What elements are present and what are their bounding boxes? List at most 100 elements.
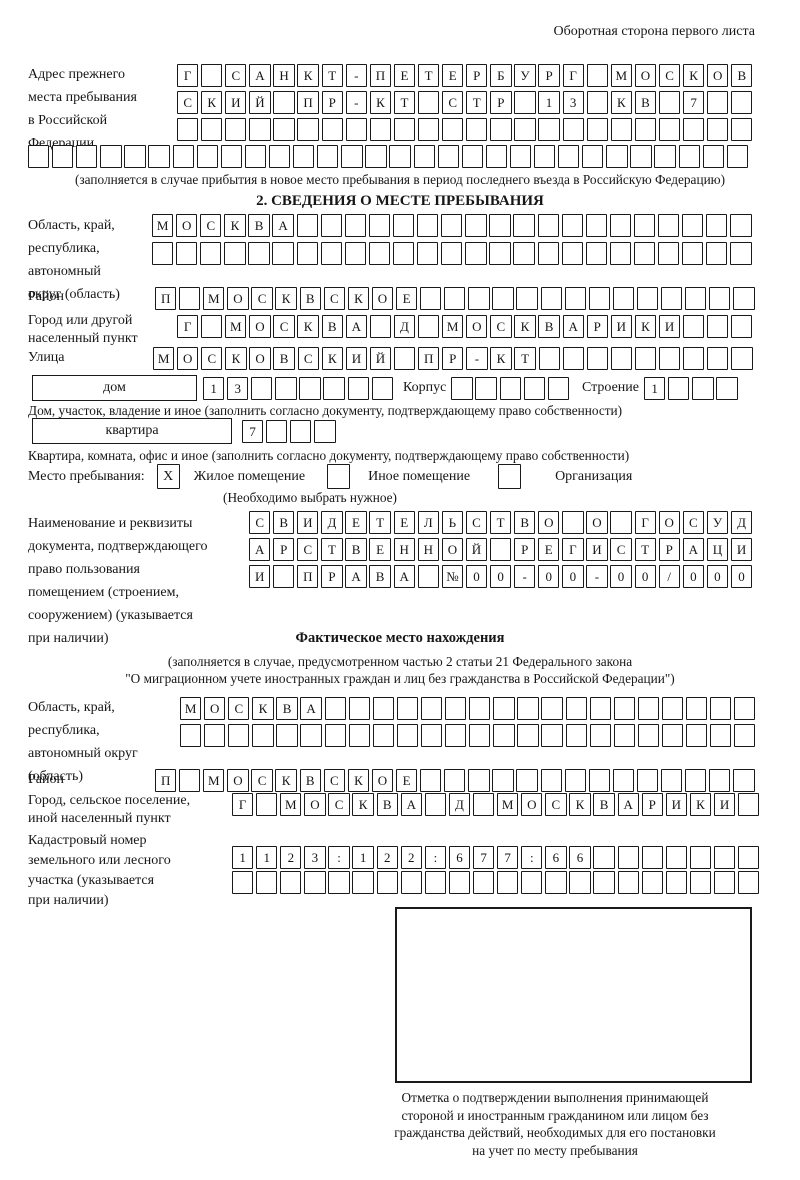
char-cell bbox=[204, 724, 226, 747]
char-cell: В bbox=[248, 214, 270, 237]
char-cell bbox=[148, 145, 170, 168]
house-footnote: Дом, участок, владение и иное (заполнить… bbox=[28, 403, 623, 418]
label-line: республика, bbox=[28, 241, 100, 256]
char-cell: О bbox=[634, 64, 657, 87]
char-cell bbox=[609, 242, 632, 265]
char-cell bbox=[372, 697, 395, 720]
label-line: Город или другой bbox=[28, 313, 133, 328]
char-cell bbox=[734, 697, 756, 720]
char-cell: С bbox=[682, 511, 704, 534]
char-cell: 0 bbox=[465, 565, 488, 588]
char-cell: Й bbox=[369, 347, 392, 370]
char-cell bbox=[393, 118, 416, 141]
char-cell bbox=[562, 347, 584, 370]
char-cell: М bbox=[225, 315, 247, 338]
char-cell: - bbox=[586, 565, 608, 588]
char-cell: Р bbox=[514, 538, 536, 561]
char-cell bbox=[469, 724, 491, 747]
char-cell bbox=[273, 91, 295, 114]
label-line: округ (область) bbox=[28, 287, 120, 302]
district-label: Район bbox=[28, 289, 64, 304]
char-cell: Е bbox=[538, 538, 560, 561]
char-cell: 0 bbox=[634, 565, 656, 588]
label-line: гражданства действий, необходимых для ег… bbox=[394, 1125, 716, 1140]
char-cell bbox=[413, 145, 435, 168]
char-cell bbox=[400, 871, 422, 894]
char-cell: 3 bbox=[227, 376, 249, 400]
char-cell: / bbox=[658, 565, 680, 588]
char-cell bbox=[280, 871, 302, 894]
char-cell bbox=[417, 242, 439, 265]
char-cell: О bbox=[227, 769, 249, 792]
char-cell: С bbox=[177, 91, 199, 114]
checkbox-residential: X bbox=[156, 464, 180, 489]
char-cell: Р bbox=[466, 64, 488, 87]
char-cell: В bbox=[634, 91, 657, 114]
char-cell bbox=[613, 697, 635, 720]
char-cell bbox=[180, 724, 202, 747]
char-cell bbox=[420, 697, 443, 720]
stamp-caption: Отметка о подтверждении выполнения прини… bbox=[320, 1089, 790, 1159]
char-cell: К bbox=[369, 91, 392, 114]
prev-address-footnote: (заполняется в случае прибытия в новое м… bbox=[74, 172, 726, 187]
char-cell bbox=[220, 145, 243, 168]
char-cell: П bbox=[418, 347, 440, 370]
char-cell: 3 bbox=[562, 91, 584, 114]
char-cell bbox=[320, 242, 342, 265]
char-cell bbox=[273, 118, 295, 141]
char-cell bbox=[424, 793, 447, 816]
char-cell bbox=[328, 871, 350, 894]
char-cell: 7 bbox=[497, 846, 519, 869]
char-cell bbox=[558, 145, 580, 168]
char-cell bbox=[468, 287, 490, 310]
char-cell bbox=[392, 214, 415, 237]
char-cell: № bbox=[441, 565, 464, 588]
char-cell bbox=[726, 145, 749, 168]
char-cell bbox=[493, 697, 515, 720]
char-cell bbox=[569, 871, 591, 894]
char-cell bbox=[685, 697, 708, 720]
char-cell bbox=[709, 287, 731, 310]
label-line: Город, сельское поселение, bbox=[28, 793, 191, 808]
char-cell: Е bbox=[345, 511, 367, 534]
char-cell: Г bbox=[562, 64, 584, 87]
char-cell bbox=[437, 145, 459, 168]
char-cell bbox=[633, 214, 656, 237]
char-cell bbox=[448, 871, 471, 894]
char-cell: Л bbox=[417, 511, 439, 534]
doc-row-3: И П Р А В А № 0 0-0 0-0 0/0 0 0 bbox=[249, 565, 753, 588]
char-cell: 6 bbox=[545, 846, 567, 869]
char-cell: И bbox=[730, 538, 753, 561]
char-cell bbox=[678, 145, 700, 168]
char-cell: А bbox=[617, 793, 639, 816]
label-line: земельного или лесного bbox=[28, 853, 171, 868]
char-cell bbox=[256, 871, 278, 894]
char-cell bbox=[689, 846, 712, 869]
char-cell: С bbox=[658, 64, 681, 87]
stay-type-label: Место пребывания: bbox=[28, 468, 145, 484]
apartment-number-cells: 7 bbox=[242, 419, 336, 443]
char-cell bbox=[541, 724, 563, 747]
char-cell bbox=[588, 769, 610, 792]
char-cell: О bbox=[707, 64, 729, 87]
char-cell bbox=[445, 697, 467, 720]
char-cell bbox=[660, 769, 683, 792]
char-cell bbox=[249, 118, 271, 141]
label-line: помещением (строением, bbox=[28, 585, 179, 600]
char-cell bbox=[730, 214, 752, 237]
char-cell bbox=[586, 347, 608, 370]
char-cell bbox=[547, 376, 569, 400]
char-cell: П bbox=[297, 565, 319, 588]
char-cell bbox=[304, 871, 326, 894]
char-cell: И bbox=[225, 91, 247, 114]
char-cell: 0 bbox=[610, 565, 632, 588]
char-cell: А bbox=[300, 697, 322, 720]
actual-location-note-1: (заполняется в случае, предусмотренном ч… bbox=[167, 654, 633, 669]
house-type-box: дом bbox=[32, 375, 197, 401]
char-cell bbox=[538, 347, 560, 370]
char-cell: : bbox=[328, 846, 350, 869]
char-cell bbox=[347, 376, 369, 400]
char-cell: О bbox=[586, 511, 608, 534]
char-cell bbox=[588, 287, 610, 310]
